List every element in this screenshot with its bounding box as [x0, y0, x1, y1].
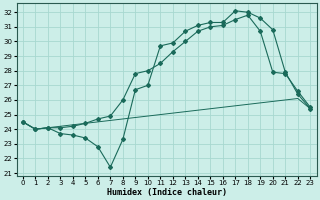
X-axis label: Humidex (Indice chaleur): Humidex (Indice chaleur) — [107, 188, 227, 197]
